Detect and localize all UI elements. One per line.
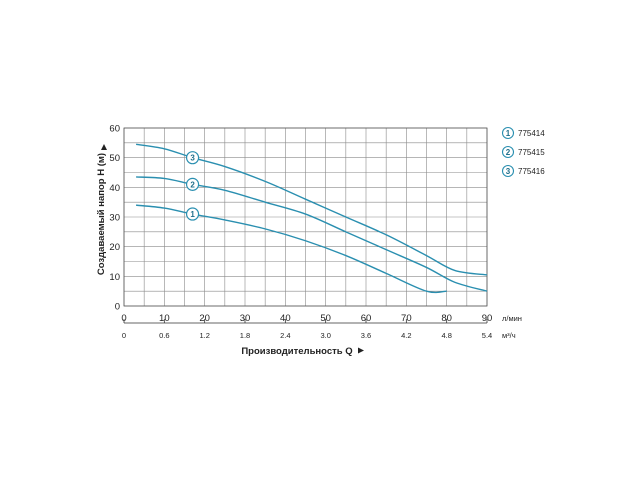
x-tick-label: 20 bbox=[199, 313, 210, 324]
series-group bbox=[135, 143, 488, 294]
x-tick-label: 80 bbox=[441, 313, 452, 324]
x-tick-label: 40 bbox=[280, 313, 291, 324]
series-line-775416 bbox=[135, 143, 488, 276]
legend-label: 775414 bbox=[518, 129, 545, 138]
legend-label: 775416 bbox=[518, 167, 545, 176]
curve-markers: 1 2 3 bbox=[185, 151, 200, 221]
y-axis-title: Создаваемый напор H (м) bbox=[96, 153, 107, 275]
plot-frame bbox=[123, 127, 488, 307]
legend-marker-number: 1 bbox=[506, 129, 511, 138]
x-tick-label: 70 bbox=[401, 313, 412, 324]
y-tick-label: 0 bbox=[115, 302, 120, 313]
secondary-x-tick-label: 5.4 bbox=[482, 331, 492, 340]
legend-marker-number: 2 bbox=[506, 148, 511, 157]
legend-marker-circle bbox=[501, 164, 515, 178]
x-tick-label: 90 bbox=[482, 313, 493, 324]
x-axis-arrow-icon bbox=[358, 347, 364, 354]
y-axis-arrow-icon bbox=[101, 144, 107, 150]
legend: 1 775414 2 775415 3 775416 bbox=[501, 126, 545, 178]
secondary-x-tick-label: 4.8 bbox=[441, 331, 451, 340]
y-tick-label: 30 bbox=[109, 213, 120, 224]
secondary-x-tick-label: 2.4 bbox=[280, 331, 290, 340]
secondary-x-tick-label: 0 bbox=[122, 331, 126, 340]
series-line-775415 bbox=[136, 176, 488, 292]
x-tick-label: 30 bbox=[240, 313, 251, 324]
legend-label: 775415 bbox=[518, 148, 545, 157]
secondary-x-tick-label: 3.6 bbox=[361, 331, 371, 340]
series-line-775414 bbox=[136, 204, 447, 294]
legend-marker-circle bbox=[501, 145, 515, 159]
legend-marker-number: 3 bbox=[506, 167, 511, 176]
secondary-x-tick-label: 0.6 bbox=[159, 331, 169, 340]
x-unit-secondary: м³/ч bbox=[502, 331, 516, 340]
curve-marker-number: 1 bbox=[190, 210, 195, 219]
x-axis-title: Производительность Q bbox=[241, 346, 352, 357]
secondary-x-tick-label: 1.8 bbox=[240, 331, 250, 340]
axis-labels: л/мин м³/ч Производительность Q Создаваемый… bbox=[96, 144, 522, 357]
y-tick-label: 40 bbox=[109, 183, 120, 194]
secondary-x-tick-label: 1.2 bbox=[199, 331, 209, 340]
x-tick-label: 10 bbox=[159, 313, 170, 324]
curve-marker-circle bbox=[185, 151, 200, 165]
x-tick-label: 60 bbox=[361, 313, 372, 324]
axes: 0 10 20 30 40 50 60 0 10 20 30 40 50 60 70 80 90 0 0.6 1.2 1… bbox=[109, 124, 492, 341]
y-tick-label: 10 bbox=[109, 272, 120, 283]
secondary-x-tick-label: 4.2 bbox=[401, 331, 411, 340]
curve-marker-number: 3 bbox=[190, 154, 195, 163]
curve-marker-circle bbox=[185, 207, 200, 221]
x-tick-label: 50 bbox=[320, 313, 331, 324]
x-tick-label: 0 bbox=[121, 313, 126, 324]
y-tick-label: 60 bbox=[109, 124, 120, 135]
legend-marker-circle bbox=[501, 126, 515, 140]
secondary-x-tick-label: 3.0 bbox=[320, 331, 330, 340]
curve-marker-number: 2 bbox=[190, 180, 195, 189]
y-tick-label: 20 bbox=[109, 242, 120, 253]
y-tick-label: 50 bbox=[109, 153, 120, 164]
grid bbox=[123, 127, 488, 307]
curve-marker-circle bbox=[185, 177, 200, 191]
x-unit-primary: л/мин bbox=[502, 314, 522, 323]
